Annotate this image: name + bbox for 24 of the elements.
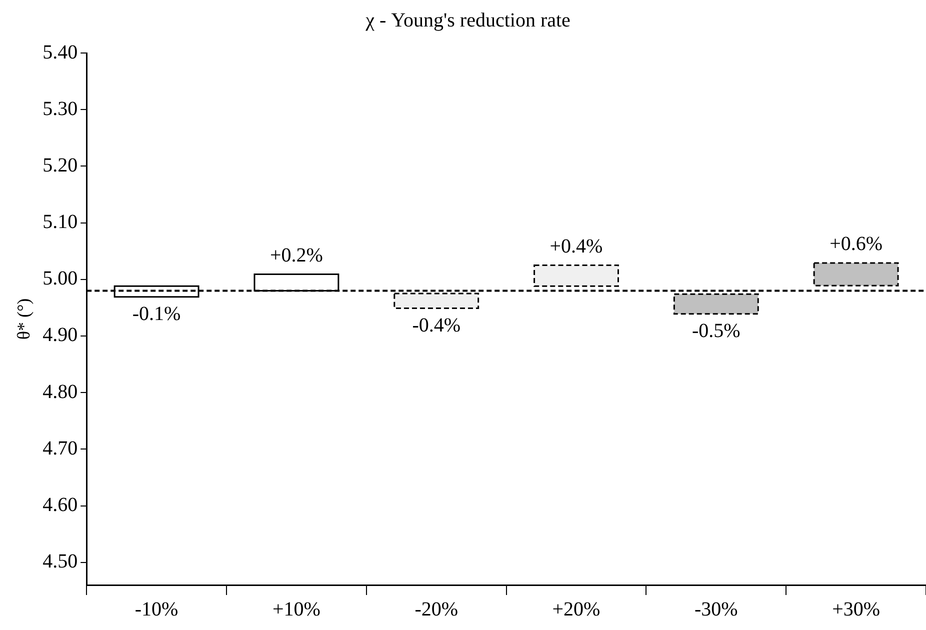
annotation: +0.6% [830, 233, 883, 256]
x-tick-label: -10% [134, 598, 178, 620]
annotation: +0.4% [550, 235, 603, 258]
y-axis-title: θ* (°) [14, 298, 34, 340]
chart-title: χ - Young's reduction rate [364, 9, 571, 32]
annotation: +0.2% [270, 244, 323, 267]
y-tick-label: 5.30 [42, 98, 78, 120]
annotation: -0.1% [132, 303, 181, 326]
y-tick-label: 5.40 [42, 41, 78, 64]
annotation: -0.4% [412, 314, 461, 336]
y-tick-label: 4.90 [42, 324, 78, 346]
x-tick-label: +20% [552, 598, 600, 620]
y-tick-label: 5.00 [42, 268, 78, 290]
y-tick-label: 4.60 [42, 494, 78, 516]
x-tick-label: +30% [832, 598, 880, 620]
y-tick-label: 5.10 [42, 211, 78, 234]
annotation: -0.5% [692, 320, 740, 342]
x-tick-label: -30% [694, 598, 738, 620]
y-tick-label: 4.50 [42, 550, 78, 573]
x-tick-label: +10% [272, 598, 320, 620]
y-tick-label: 4.80 [42, 380, 78, 403]
x-tick-label: -20% [414, 598, 458, 620]
y-tick-label: 5.20 [42, 154, 78, 176]
y-tick-label: 4.70 [42, 437, 78, 460]
